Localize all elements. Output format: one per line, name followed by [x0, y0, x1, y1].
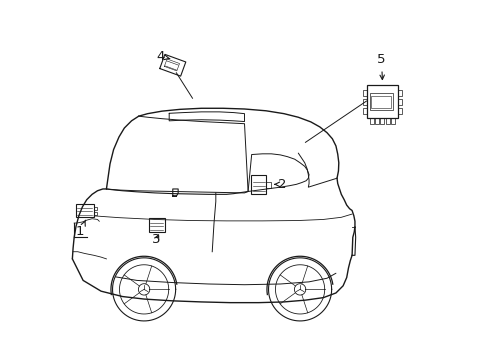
Bar: [398, 90, 401, 96]
Bar: [385, 118, 389, 124]
Bar: [76, 204, 93, 217]
Bar: [266, 183, 270, 188]
Bar: [93, 207, 97, 210]
Bar: [369, 118, 373, 124]
Bar: [398, 99, 401, 105]
Text: 1: 1: [76, 220, 85, 238]
Bar: [251, 175, 266, 194]
Bar: [390, 118, 394, 124]
Text: 5: 5: [376, 53, 385, 80]
Bar: [370, 96, 390, 108]
Text: 3: 3: [152, 233, 161, 246]
Bar: [93, 212, 97, 215]
Bar: [369, 93, 392, 110]
Bar: [380, 118, 384, 124]
Bar: [398, 108, 401, 114]
Bar: [363, 90, 366, 96]
Bar: [363, 108, 366, 114]
Bar: [374, 118, 378, 124]
Bar: [148, 218, 164, 231]
Text: 2: 2: [274, 178, 286, 191]
Text: 4: 4: [156, 50, 169, 63]
Bar: [366, 85, 398, 118]
Bar: [363, 99, 366, 105]
